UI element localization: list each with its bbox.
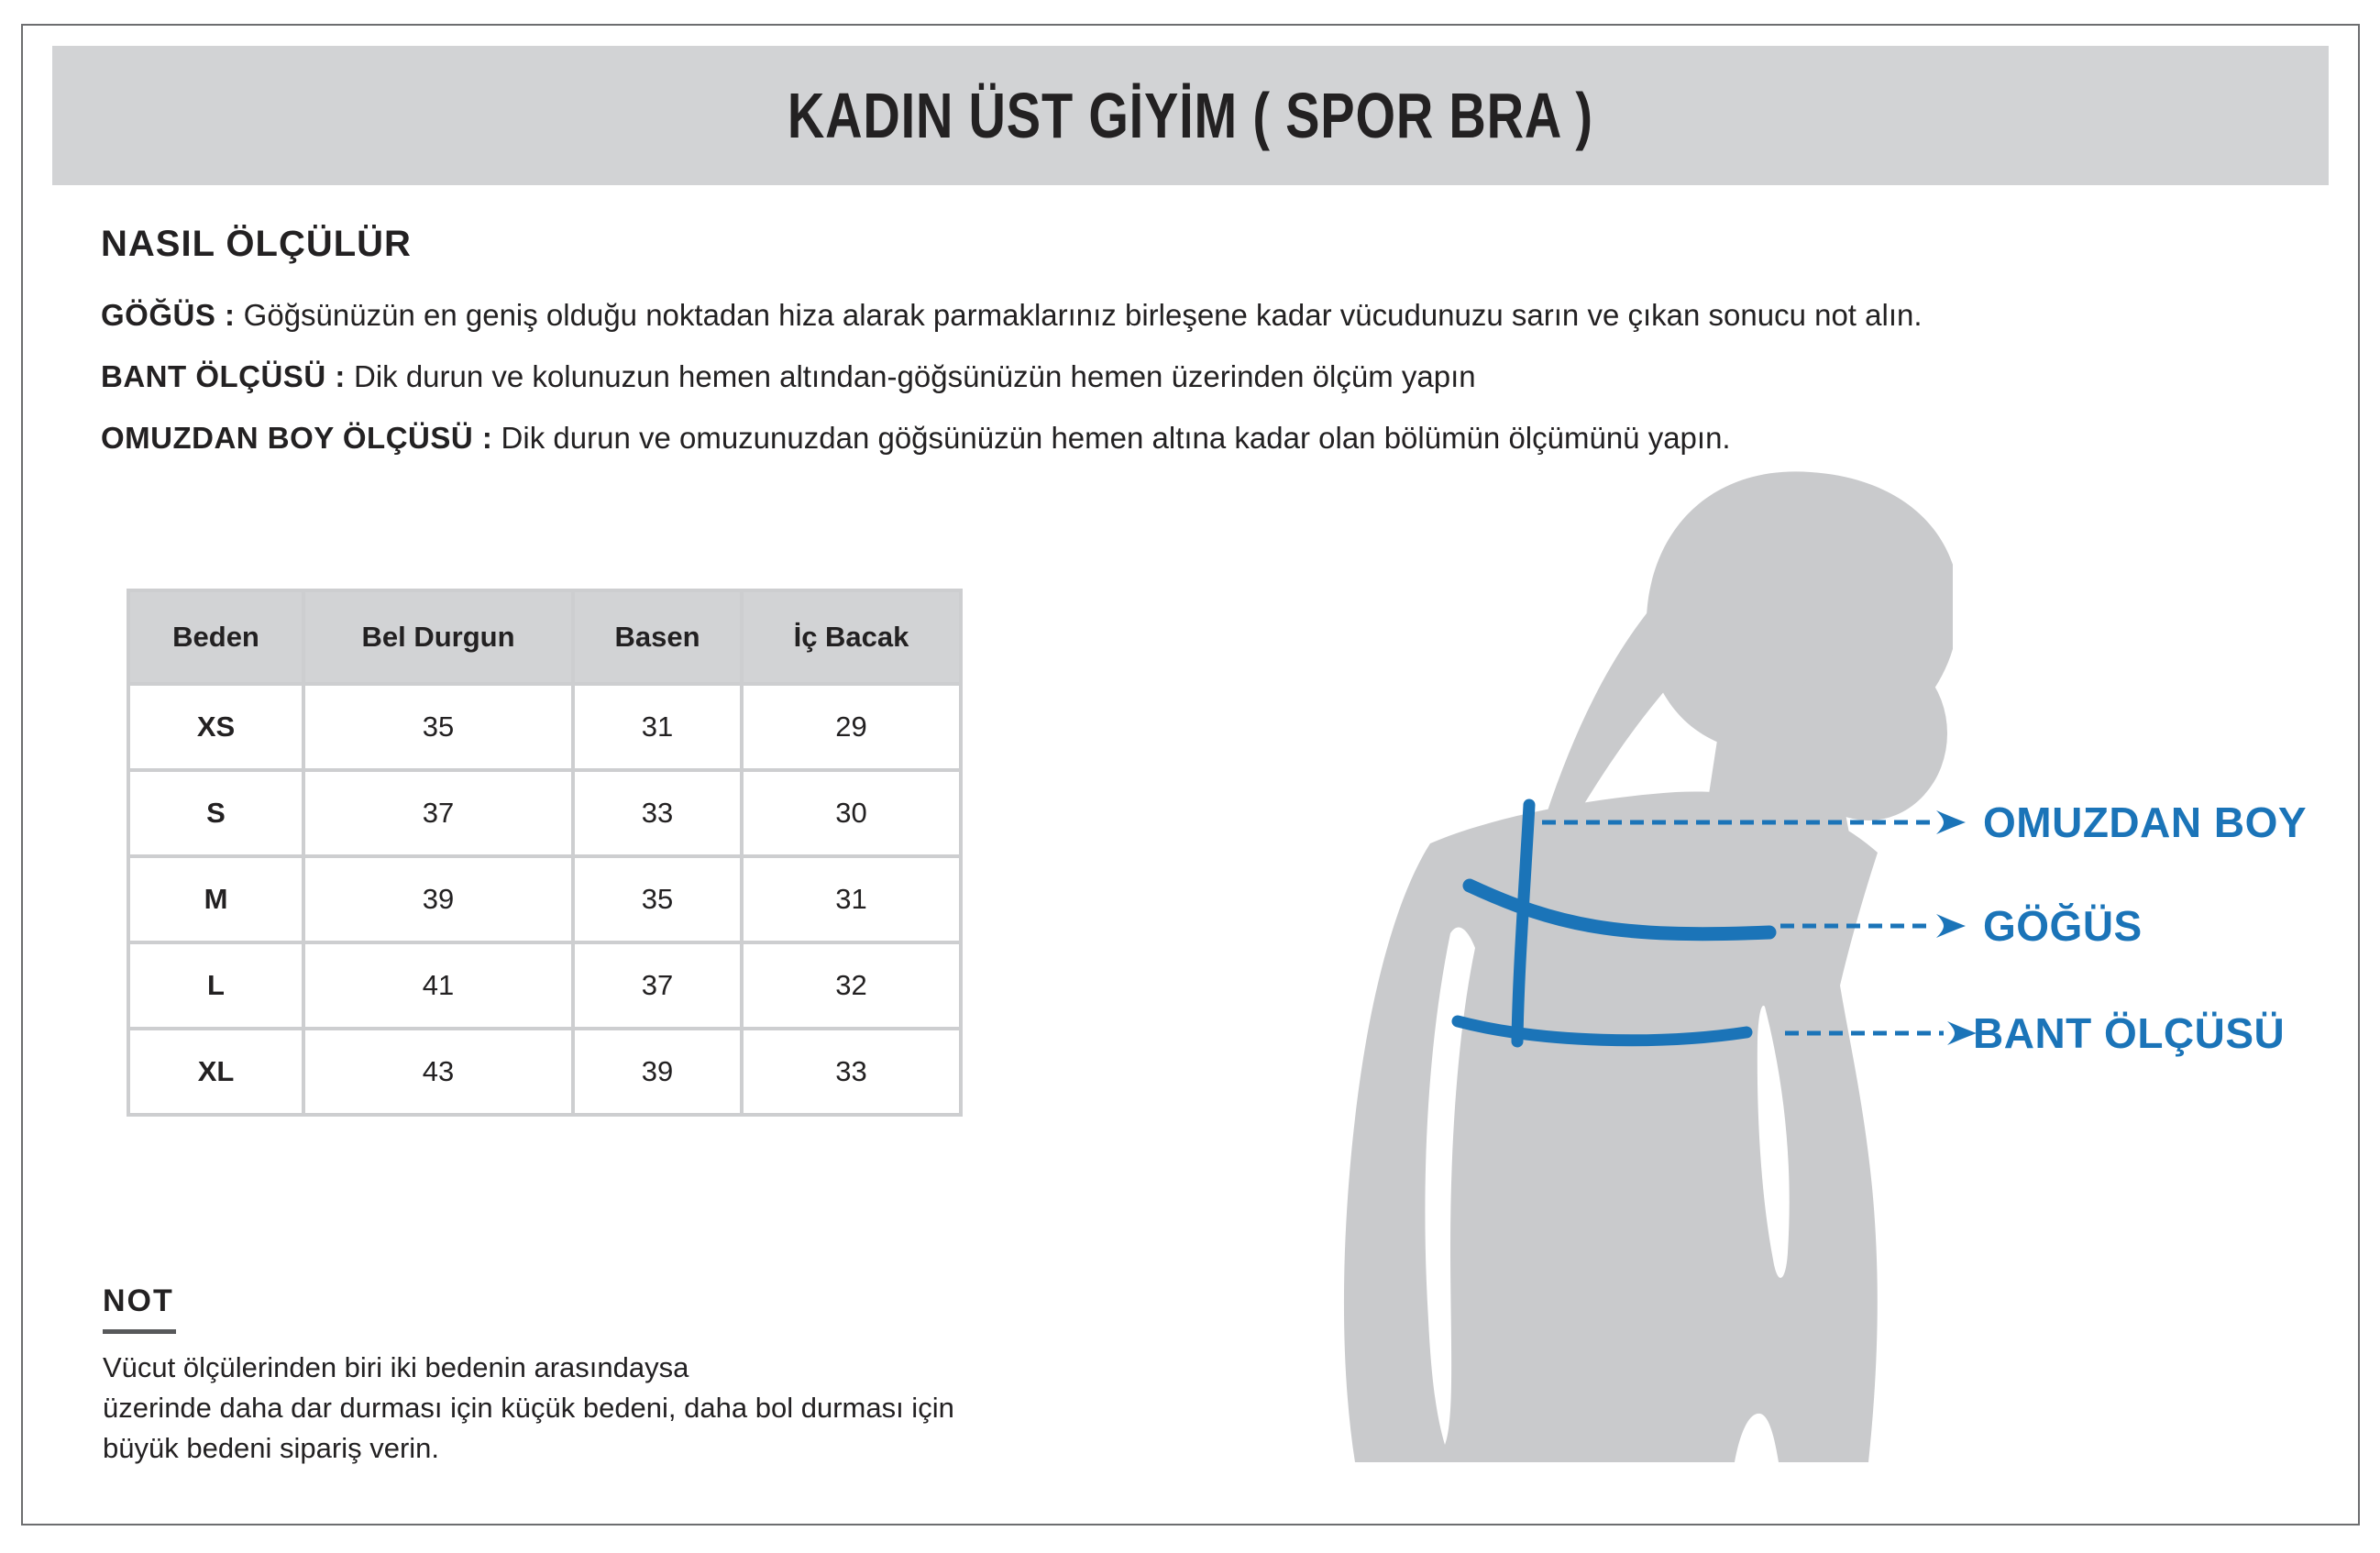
note-heading: NOT [103, 1283, 174, 1318]
instruction-gogus-text: Göğsünüzün en geniş olduğu noktadan hiza… [235, 298, 1923, 332]
instruction-bant: BANT ÖLÇÜSÜ : Dik durun ve kolunuzun hem… [101, 358, 1476, 395]
table-row: L 41 37 32 [130, 944, 959, 1027]
note-line: üzerinde daha dar durması için küçük bed… [103, 1392, 954, 1424]
instruction-gogus: GÖĞÜS : Göğsünüzün en geniş olduğu nokta… [101, 297, 1923, 334]
table-header-row: Beden Bel Durgun Basen İç Bacak [130, 592, 959, 682]
how-to-measure-heading: NASIL ÖLÇÜLÜR [101, 224, 412, 264]
note-underline [103, 1329, 176, 1334]
table-row: M 39 35 31 [130, 858, 959, 941]
table-cell: 32 [744, 944, 959, 1027]
page-border [21, 24, 2360, 1525]
note-text: Vücut ölçülerinden biri iki bedenin aras… [103, 1348, 954, 1469]
instruction-omuzdan: OMUZDAN BOY ÖLÇÜSÜ : Dik durun ve omuzun… [101, 420, 1731, 457]
size-label: XS [130, 686, 302, 768]
instruction-omuzdan-text: Dik durun ve omuzunuzdan göğsünüzün heme… [492, 421, 1731, 455]
note-line: Vücut ölçülerinden biri iki bedenin aras… [103, 1351, 689, 1383]
size-label: S [130, 772, 302, 854]
table-cell: 37 [575, 944, 740, 1027]
column-header-ic-bacak: İç Bacak [744, 592, 959, 682]
size-label: XL [130, 1030, 302, 1113]
column-header-basen: Basen [575, 592, 740, 682]
arrowhead-icon [1936, 914, 1966, 938]
measure-line-shoulder [1511, 799, 1536, 1048]
measure-line-chest [1462, 878, 1777, 942]
arrow-omuzdan-boy [1540, 809, 1967, 836]
size-label: M [130, 858, 302, 941]
instruction-omuzdan-label: OMUZDAN BOY ÖLÇÜSÜ : [101, 421, 493, 455]
table-cell: 37 [305, 772, 571, 854]
table-cell: 33 [575, 772, 740, 854]
title-bar: KADIN ÜST GİYİM ( SPOR BRA ) [52, 46, 2329, 185]
instruction-gogus-label: GÖĞÜS : [101, 298, 236, 332]
size-label: L [130, 944, 302, 1027]
table-cell: 35 [575, 858, 740, 941]
column-header-beden: Beden [130, 592, 302, 682]
size-table: Beden Bel Durgun Basen İç Bacak XS 35 31… [127, 589, 963, 1117]
arrow-gogus [1779, 912, 1967, 940]
table-cell: 43 [305, 1030, 571, 1113]
arrowhead-icon [1947, 1021, 1977, 1045]
note-line: büyük bedeni sipariş verin. [103, 1432, 440, 1464]
table-row: XS 35 31 29 [130, 686, 959, 768]
column-header-bel-durgun: Bel Durgun [305, 592, 571, 682]
silhouette-torso [1343, 791, 1878, 1462]
table-cell: 39 [305, 858, 571, 941]
silhouette-armpit-gap [1757, 1006, 1790, 1278]
measure-line-band [1451, 1015, 1753, 1047]
table-cell: 31 [575, 686, 740, 768]
table-cell: 41 [305, 944, 571, 1027]
arrow-bant-olcusu [1783, 1019, 1978, 1047]
instruction-bant-text: Dik durun ve kolunuzun hemen altından-gö… [345, 359, 1476, 393]
silhouette-ponytail [1532, 524, 1789, 872]
table-cell: 31 [744, 858, 959, 941]
silhouette-arm-gap [1425, 927, 1475, 1445]
table-row: S 37 33 30 [130, 772, 959, 854]
diagram-label-omuzdan-boy: OMUZDAN BOY [1983, 799, 2308, 846]
table-cell: 33 [744, 1030, 959, 1113]
table-cell: 35 [305, 686, 571, 768]
arrowhead-icon [1936, 810, 1966, 834]
page-title: KADIN ÜST GİYİM ( SPOR BRA ) [788, 80, 1593, 151]
diagram-label-bant-olcusu: BANT ÖLÇÜSÜ [1973, 1009, 2286, 1057]
female-silhouette-diagram [1343, 471, 1953, 1462]
table-row: XL 43 39 33 [130, 1030, 959, 1113]
instruction-bant-label: BANT ÖLÇÜSÜ : [101, 359, 346, 393]
diagram-label-gogus: GÖĞÜS [1983, 902, 2143, 950]
table-cell: 30 [744, 772, 959, 854]
table-cell: 29 [744, 686, 959, 768]
table-cell: 39 [575, 1030, 740, 1113]
